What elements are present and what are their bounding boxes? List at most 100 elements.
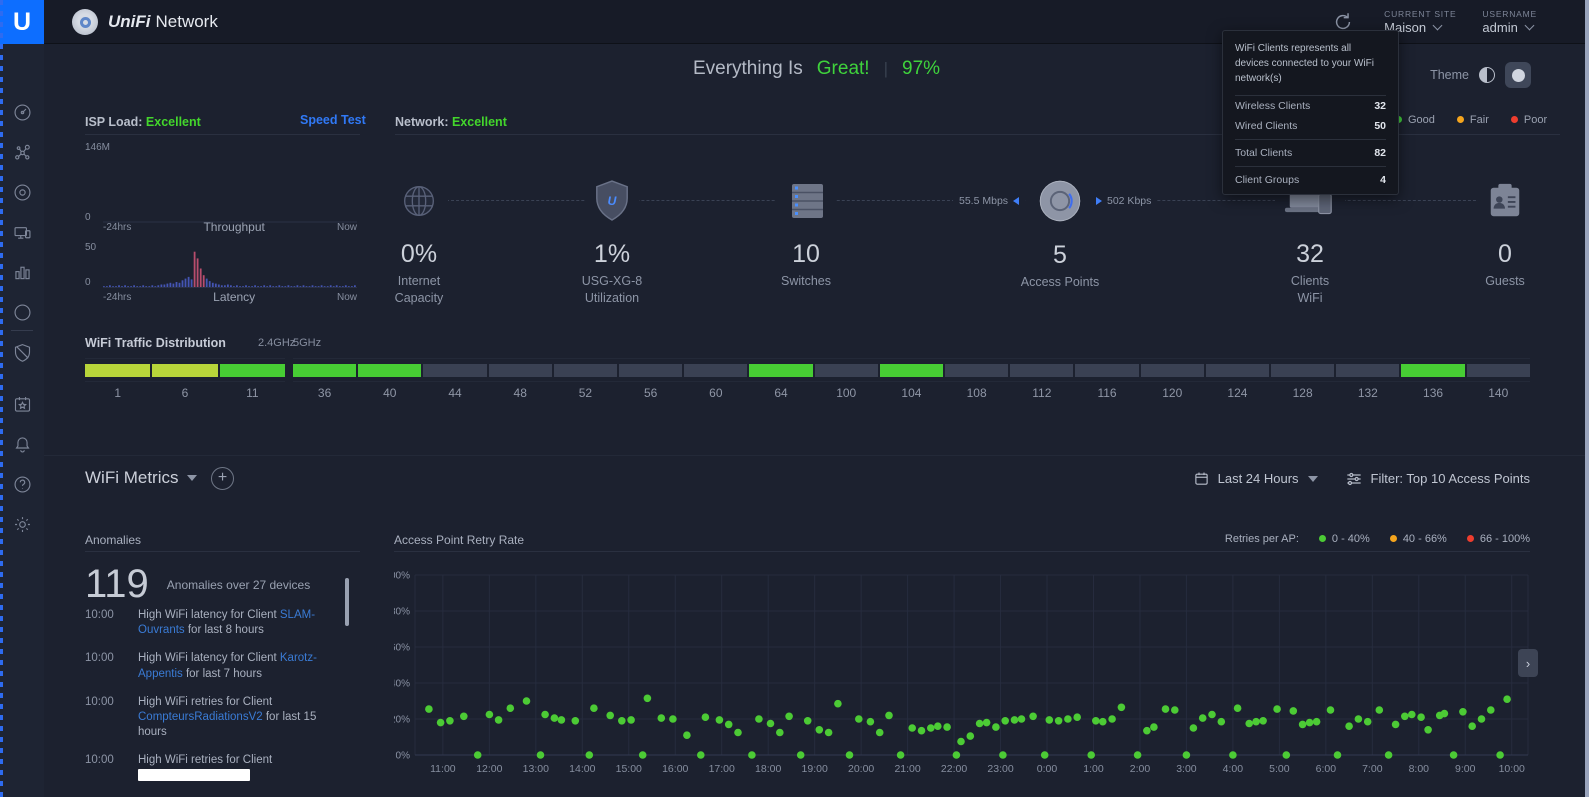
network-node-switches[interactable]: 10Switches [731,172,881,290]
sidebar-item-map[interactable] [0,294,44,330]
ubiquiti-logo[interactable]: U [0,0,44,44]
svg-text:23:00: 23:00 [987,763,1013,775]
chevron-down-icon [1433,21,1443,31]
anomaly-time: 10:00 [85,753,138,783]
client-link[interactable]: SLAM-Ouvrants [138,609,315,636]
theme-label: Theme [1430,68,1469,82]
node-label: Access Points [985,274,1135,291]
client-link[interactable]: CompteursRadiationsV2 [138,711,263,723]
channel-108-segment[interactable] [945,364,1008,377]
node-stat: 0% [344,240,494,269]
sidebar-item-help[interactable] [0,466,44,502]
channel-132-segment[interactable] [1336,364,1399,377]
channel-60-segment[interactable] [684,364,747,377]
legend-dot [1467,535,1474,542]
chart-next-button[interactable]: › [1518,649,1538,677]
tooltip-row: Wired Clients50 [1235,116,1386,136]
anomaly-summary: Anomalies over 27 devices [167,578,310,592]
sidebar-item-alerts[interactable] [0,426,44,462]
channel-124-segment[interactable] [1206,364,1269,377]
svg-text:80%: 80% [394,607,410,618]
dark-theme-icon[interactable] [1505,62,1531,88]
page-scrollbar[interactable] [1585,0,1589,797]
channel-124-label: 124 [1206,386,1269,400]
channel-36-segment[interactable] [293,364,356,377]
svg-text:40%: 40% [394,679,410,690]
guests-icon [1478,172,1532,230]
channel-64-segment[interactable] [749,364,812,377]
channel-1-label: 1 [85,386,150,400]
channel-48-segment[interactable] [489,364,552,377]
light-theme-icon[interactable] [1479,67,1495,83]
channel-112-segment[interactable] [1010,364,1073,377]
network-label: Network: [395,115,448,129]
app-title: UniFiNetwork [108,12,218,32]
channel-116-segment[interactable] [1075,364,1138,377]
channel-1-segment[interactable] [85,364,150,377]
svg-text:8:00: 8:00 [1409,763,1430,775]
channel-100-segment[interactable] [815,364,878,377]
wifi-traffic-title: WiFi Traffic Distribution [85,336,226,350]
client-link[interactable]: Karotz-Appentis [138,652,317,679]
sidebar-item-threat-management[interactable] [0,334,44,370]
tooltip-row-label: Total Clients [1235,147,1292,159]
channel-120-segment[interactable] [1141,364,1204,377]
arrow-left-icon [1013,197,1019,205]
channel-11-segment[interactable] [220,364,285,377]
svg-text:16:00: 16:00 [662,763,688,775]
anomaly-time: 10:00 [85,651,138,681]
channel-108-label: 108 [945,386,1008,400]
channel-40-segment[interactable] [358,364,421,377]
time-range-dropdown[interactable]: Last 24 Hours [1194,471,1318,486]
sidebar-item-statistics[interactable] [0,254,44,290]
channel-140-segment[interactable] [1467,364,1530,377]
sidebar-item-settings[interactable] [0,506,44,542]
throughput-axis: -24hrs Throughput Now [103,220,357,234]
svg-text:15:00: 15:00 [616,763,642,775]
channel-104-segment[interactable] [880,364,943,377]
legend-item-good: Good [1395,114,1435,126]
anomaly-time: 10:00 [85,608,138,638]
network-header: Network: Excellent [395,113,507,131]
channel-44-segment[interactable] [423,364,486,377]
sidebar-item-dashboard[interactable] [0,94,44,130]
sidebar-item-events[interactable] [0,386,44,422]
add-metric-button[interactable]: + [211,467,234,490]
legend-dot [1511,116,1518,123]
tooltip-row-label: Wired Clients [1235,120,1297,132]
svg-text:6:00: 6:00 [1316,763,1337,775]
node-stat: 5 [985,241,1135,270]
network-node-guests[interactable]: 0Guests [1430,172,1580,290]
username-dropdown[interactable]: USERNAME admin [1482,9,1537,35]
tooltip-row: Client Groups4 [1235,170,1386,190]
node-stat: 32 [1235,240,1385,269]
channel-136-segment[interactable] [1401,364,1464,377]
bell-icon [12,434,33,455]
unifi-dashboard: U UniFiNetwork CURRENT SITE Maison USERN… [0,0,1589,797]
sidebar-item-clients[interactable] [0,214,44,250]
band-5ghz-label: 5GHz [293,337,321,349]
svg-text:18:00: 18:00 [755,763,781,775]
node-label: ClientsWiFi [1235,273,1385,307]
wifi-metrics-dropdown[interactable]: WiFi Metrics [85,468,197,488]
network-node-access-points[interactable]: 5 Access Points [985,172,1135,291]
node-label: Guests [1430,273,1580,290]
unifi-device-icon [72,9,98,35]
channel-128-segment[interactable] [1271,364,1334,377]
speed-test-link[interactable]: Speed Test [300,113,366,127]
anomaly-scrollbar[interactable] [345,578,349,626]
anomaly-item: 10:00High WiFi latency for Client Karotz… [85,651,347,681]
sidebar-item-devices[interactable] [0,174,44,210]
wifi-clients-tooltip: WiFi Clients represents all devices conn… [1222,30,1399,195]
channel-52-segment[interactable] [554,364,617,377]
retry-chart-title: Access Point Retry Rate [394,533,524,547]
network-node-internet[interactable]: 0%InternetCapacity [344,172,494,307]
filter-control[interactable]: Filter: Top 10 Access Points [1346,471,1530,486]
network-node-usg-xg-8[interactable]: U1%USG-XG-8Utilization [537,172,687,307]
channel-6-segment[interactable] [152,364,217,377]
channel-56-segment[interactable] [619,364,682,377]
channel-6-label: 6 [152,386,217,400]
sidebar-item-topology[interactable] [0,134,44,170]
legend-item-fair: Fair [1457,114,1489,126]
svg-text:3:00: 3:00 [1176,763,1197,775]
